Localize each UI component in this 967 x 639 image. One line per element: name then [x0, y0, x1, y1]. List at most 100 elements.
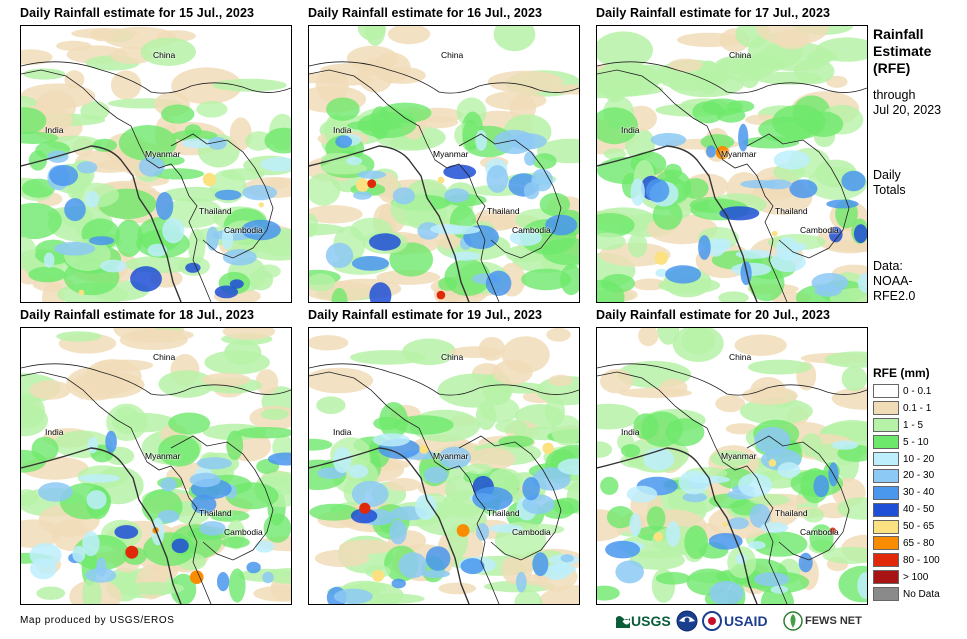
- rainfall-field: [309, 328, 579, 604]
- country-label-china: China: [729, 352, 752, 362]
- legend-swatch: [873, 485, 899, 500]
- country-label-cambodia: Cambodia: [224, 527, 263, 537]
- legend-swatch: [873, 519, 899, 534]
- legend-title: RFE (mm): [873, 366, 930, 380]
- legend-label: 30 - 40: [903, 487, 935, 499]
- map-title: Rainfall Estimate (RFE): [873, 26, 932, 76]
- legend-item: 40 - 50: [873, 501, 940, 518]
- usgs-logo: USGS: [616, 608, 671, 634]
- usgs-wave-icon: [616, 616, 630, 628]
- rainfall-map: China India Myanmar Thailand Cambodia: [596, 327, 868, 605]
- legend-swatch: [873, 468, 899, 483]
- legend-swatch: [873, 401, 899, 416]
- legend-label: 0 - 0.1: [903, 385, 932, 397]
- legend-label: 20 - 30: [903, 470, 935, 482]
- legend-item: 30 - 40: [873, 484, 940, 501]
- legend-swatch: [873, 553, 899, 568]
- rainfall-map: China India Myanmar Thailand Cambodia: [308, 25, 580, 303]
- usaid-logo: USAID: [702, 608, 768, 634]
- country-label-thailand: Thailand: [487, 206, 520, 216]
- map-credit: Map produced by USGS/EROS: [20, 615, 175, 626]
- legend-item: 0 - 0.1: [873, 383, 940, 400]
- country-label-myanmar: Myanmar: [721, 451, 757, 461]
- legend-label: 80 - 100: [903, 554, 940, 566]
- country-label-china: China: [153, 50, 176, 60]
- legend-label: 1 - 5: [903, 419, 924, 431]
- noaa-seal-icon: [676, 610, 698, 632]
- legend-label: 40 - 50: [903, 504, 935, 516]
- country-label-cambodia: Cambodia: [512, 527, 551, 537]
- legend-item: 5 - 10: [873, 434, 940, 451]
- country-label-myanmar: Myanmar: [721, 149, 757, 159]
- legend-item: 65 - 80: [873, 535, 940, 552]
- noaa-logo: [676, 608, 698, 634]
- country-label-india: India: [333, 125, 352, 135]
- legend-swatch: [873, 587, 899, 602]
- country-label-india: India: [45, 427, 64, 437]
- fewsnet-leaf-icon: [783, 611, 803, 631]
- country-label-myanmar: Myanmar: [433, 451, 469, 461]
- legend-swatch: [873, 384, 899, 399]
- rainfall-field: [597, 26, 867, 302]
- legend-item: 0.1 - 1: [873, 400, 940, 417]
- rainfall-field: [597, 328, 867, 604]
- country-label-china: China: [729, 50, 752, 60]
- rainfall-map: China India Myanmar Thailand Cambodia: [20, 327, 292, 605]
- panel-title: Daily Rainfall estimate for 20 Jul., 202…: [596, 308, 831, 322]
- rfe-legend: RFE (mm) 0 - 0.1 0.1 - 1 1 - 5 5 - 10 10 - 2…: [873, 366, 940, 603]
- agency-logos: USGS USAID FEWS NET: [616, 608, 866, 634]
- legend-item: 50 - 65: [873, 518, 940, 535]
- country-label-cambodia: Cambodia: [224, 225, 263, 235]
- legend-swatch: [873, 536, 899, 551]
- panel-title: Daily Rainfall estimate for 19 Jul., 202…: [308, 308, 543, 322]
- daily-totals-label: Daily Totals: [873, 168, 906, 197]
- country-label-cambodia: Cambodia: [800, 225, 839, 235]
- legend-label: 5 - 10: [903, 436, 929, 448]
- legend-label: 0.1 - 1: [903, 402, 932, 414]
- data-source: Data: NOAA- RFE2.0: [873, 259, 916, 303]
- country-label-china: China: [153, 352, 176, 362]
- country-label-thailand: Thailand: [199, 508, 232, 518]
- legend-label: 65 - 80: [903, 537, 935, 549]
- country-label-india: India: [45, 125, 64, 135]
- legend-item: 80 - 100: [873, 552, 940, 569]
- rainfall-field: [21, 26, 291, 302]
- legend-item: 1 - 5: [873, 417, 940, 434]
- panel-title: Daily Rainfall estimate for 17 Jul., 202…: [596, 6, 831, 20]
- country-label-china: China: [441, 352, 464, 362]
- country-label-myanmar: Myanmar: [145, 149, 181, 159]
- fewsnet-logo: FEWS NET: [783, 608, 862, 634]
- legend-swatch: [873, 452, 899, 466]
- legend-label: 50 - 65: [903, 521, 935, 533]
- country-label-myanmar: Myanmar: [145, 451, 181, 461]
- rainfall-map: China India Myanmar Thailand Cambodia: [20, 25, 292, 303]
- legend-swatch: [873, 570, 899, 585]
- country-label-cambodia: Cambodia: [800, 527, 839, 537]
- panel-title: Daily Rainfall estimate for 15 Jul., 202…: [20, 6, 255, 20]
- country-label-india: India: [621, 427, 640, 437]
- rainfall-map: China India Myanmar Thailand Cambodia: [596, 25, 868, 303]
- usaid-seal-icon: [702, 611, 722, 631]
- country-label-india: India: [333, 427, 352, 437]
- country-label-india: India: [621, 125, 640, 135]
- legend-swatch: [873, 435, 899, 450]
- through-date: through Jul 20, 2023: [873, 88, 942, 117]
- panel-title: Daily Rainfall estimate for 18 Jul., 202…: [20, 308, 255, 322]
- legend-label: No Data: [903, 588, 940, 600]
- legend-swatch: [873, 502, 899, 517]
- country-label-cambodia: Cambodia: [512, 225, 551, 235]
- panel-title: Daily Rainfall estimate for 16 Jul., 202…: [308, 6, 543, 20]
- country-label-thailand: Thailand: [199, 206, 232, 216]
- rainfall-field: [309, 26, 579, 302]
- rainfall-map: China India Myanmar Thailand Cambodia: [308, 327, 580, 605]
- country-label-thailand: Thailand: [775, 508, 808, 518]
- country-label-thailand: Thailand: [775, 206, 808, 216]
- legend-item: 20 - 30: [873, 467, 940, 484]
- legend-item: > 100: [873, 569, 940, 586]
- legend-item: 10 - 20: [873, 451, 940, 468]
- country-label-china: China: [441, 50, 464, 60]
- country-label-thailand: Thailand: [487, 508, 520, 518]
- country-label-myanmar: Myanmar: [433, 149, 469, 159]
- rainfall-field: [21, 328, 291, 604]
- legend-swatch: [873, 418, 899, 433]
